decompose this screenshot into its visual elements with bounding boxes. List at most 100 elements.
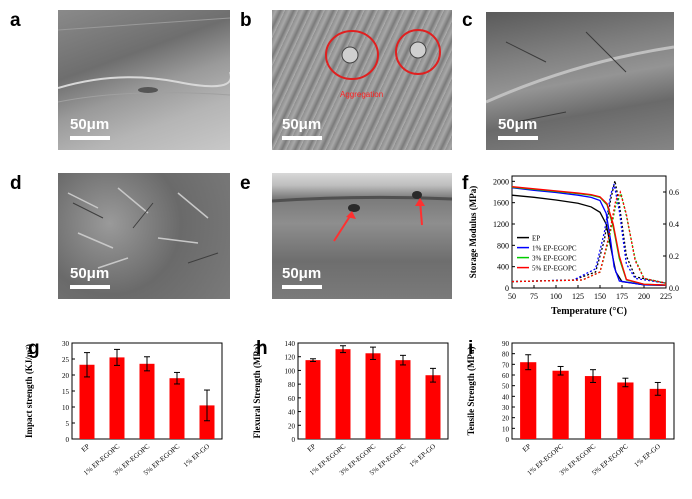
y-tick-label: 40 [502, 393, 510, 401]
y-tick-label: 25 [62, 356, 70, 364]
y-axis-label: Impact strength (KJ/m²) [24, 344, 34, 438]
panel-label-d: d [10, 173, 22, 194]
chart-i-tensile-strength: 0 10 20 30 40 50 60 70 80 90 Tensile Strength (MPa… [466, 340, 675, 477]
scale-bar-e [282, 285, 322, 289]
x-tick-label: 150 [594, 292, 606, 301]
x-tick-label: EP [306, 442, 317, 453]
bar-0 [79, 364, 95, 439]
bar-3 [169, 378, 185, 439]
bar-1 [109, 357, 125, 439]
scale-label-a: 50μm [70, 116, 110, 133]
x-tick-label: 50 [508, 292, 516, 301]
x-tick-label: 125 [572, 292, 584, 301]
bar-3 [617, 382, 634, 439]
bar-4 [199, 405, 215, 439]
panel-label-c: c [462, 10, 473, 31]
tan-line-1 [511, 183, 667, 284]
legend-label-3: 5% EP-EGOPC [532, 265, 577, 273]
y-tick-label: 5 [66, 420, 70, 428]
chart-g-impact-strength: 0 5 10 15 20 25 30 Impact strength (KJ/m²) EP 1% … [24, 340, 223, 477]
y-tick-label: 80 [502, 351, 510, 359]
panel-label-i: i [468, 338, 474, 359]
chart-f-dma: 50 75 100 125 150 175 200 225 0 400 800 1200 1600 200… [468, 175, 692, 317]
scale-bar-a [70, 136, 110, 140]
y-axis-label: Storage Modulus (MPa) [468, 186, 478, 279]
scale-bar-d [70, 285, 110, 289]
x-tick-label: 100 [550, 292, 562, 301]
y-tick-label: 2000 [493, 177, 509, 186]
y-tick-label: 60 [288, 395, 296, 403]
bar-2 [139, 363, 155, 439]
bar-0 [305, 360, 321, 439]
panel-label-g: g [28, 338, 40, 359]
y-tick-label: 20 [502, 415, 510, 423]
y-tick-label: 20 [62, 372, 70, 380]
scale-label-e: 50μm [282, 265, 322, 282]
tan-line-0 [511, 180, 667, 284]
y-tick-label: 15 [62, 388, 70, 396]
panel-label-a: a [10, 10, 21, 31]
y-tick-label: 30 [502, 404, 510, 412]
y2-tick-label: 0.2 [669, 252, 679, 261]
y-tick-label: 20 [288, 422, 296, 430]
y-tick-label: 100 [285, 367, 296, 375]
bar-1 [335, 349, 351, 439]
panel-label-e: e [240, 173, 251, 194]
y-axis-label: Tensile Strength (MPa) [466, 346, 476, 435]
bar-3 [395, 360, 411, 439]
scale-bar-b [282, 136, 322, 140]
y-tick-label: 60 [502, 372, 510, 380]
y-tick-label: 40 [288, 409, 296, 417]
y-tick-label: 120 [285, 354, 296, 362]
x-tick-label: EP [521, 442, 532, 453]
x-tick-label: 1% EP-GO [633, 442, 662, 469]
panel-label-b: b [240, 10, 252, 31]
y-tick-label: 0 [292, 436, 296, 444]
x-tick-label: 1% EP-GO [182, 442, 211, 469]
chart-h-flexural-strength: 0 20 40 60 80 100 120 140 Flexural Strength (MPa… [252, 340, 449, 477]
y-tick-label: 90 [502, 340, 510, 348]
y-tick-label: 800 [497, 241, 509, 250]
y-tick-label: 1600 [493, 199, 509, 208]
x-tick-label: 1% EP-GO [408, 442, 437, 469]
bar-2 [365, 353, 381, 439]
y-tick-label: 400 [497, 263, 509, 272]
legend-label-2: 3% EP-EGOPC [532, 255, 577, 263]
y-tick-label: 70 [502, 361, 510, 369]
scale-label-d: 50μm [70, 265, 110, 282]
bar-1 [552, 370, 569, 439]
tan-line-3 [511, 190, 667, 284]
sem-image-b: Aggregation 50μm [272, 10, 452, 150]
x-tick-label: 200 [638, 292, 650, 301]
storage-line-1 [511, 187, 667, 286]
bar-4 [425, 375, 441, 439]
y-tick-label: 50 [502, 383, 510, 391]
legend-label-0: EP [532, 235, 540, 243]
panel-label-f: f [462, 173, 469, 194]
y-tick-label: 10 [502, 425, 510, 433]
y-tick-label: 1200 [493, 220, 509, 229]
sem-image-e: 50μm [272, 173, 452, 299]
panel-label-h: h [256, 338, 268, 359]
sem-image-a: 50μm [58, 10, 230, 150]
sem-image-d: 50μm [58, 173, 230, 299]
aggregation-annotation: Aggregation [340, 90, 384, 99]
x-tick-label: 175 [616, 292, 628, 301]
bar-4 [649, 388, 666, 439]
scale-label-b: 50μm [282, 116, 322, 133]
y-axis-label: Flexural Strength (MPa) [252, 344, 262, 439]
y2-tick-label: 0.0 [669, 284, 679, 293]
sem-image-c: 50μm [486, 12, 674, 150]
x-tick-label: 75 [530, 292, 538, 301]
y-tick-label: 30 [62, 340, 70, 348]
legend-label-1: 1% EP-EGOPC [532, 245, 577, 253]
y-tick-label: 0 [66, 436, 70, 444]
scale-label-c: 50μm [498, 116, 538, 133]
storage-line-3 [511, 186, 667, 286]
y-tick-label: 10 [62, 404, 70, 412]
y2-tick-label: 0.4 [669, 220, 679, 229]
plot-frame [511, 175, 667, 289]
y-tick-label: 0 [506, 436, 510, 444]
scale-bar-c [498, 136, 538, 140]
y-tick-label: 80 [288, 381, 296, 389]
